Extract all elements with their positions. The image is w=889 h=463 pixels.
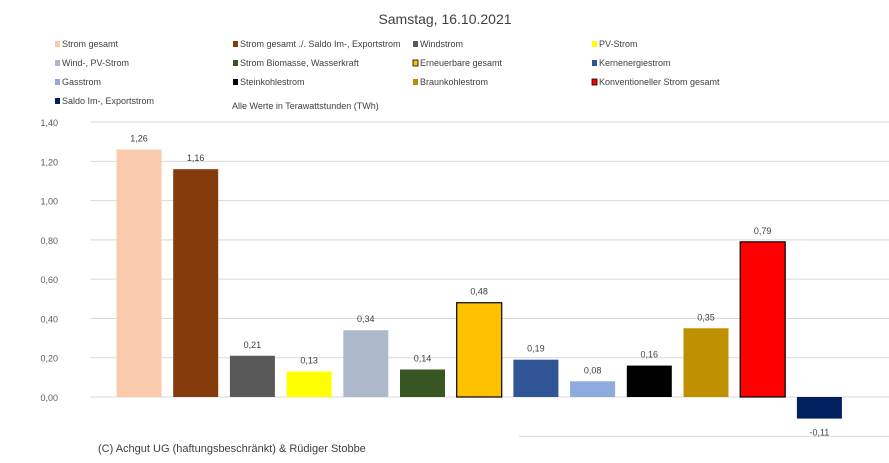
y-tick-label: 1,00: [40, 197, 58, 207]
legend-swatch: [55, 60, 60, 66]
legend-entry: Windstrom: [420, 39, 463, 49]
legend: Strom gesamt Strom gesamt ./. Saldo Im-, …: [55, 39, 720, 106]
legend-swatch: [55, 79, 60, 85]
bar: [513, 359, 559, 397]
bar: [116, 149, 162, 397]
legend-entry: Strom Biomasse, Wasserkraft: [240, 58, 359, 68]
y-tick-label: 0,40: [40, 314, 58, 324]
data-label: 0,14: [414, 354, 432, 364]
bar: [343, 330, 389, 397]
legend-entry: Strom gesamt: [62, 39, 119, 49]
chart-subtitle: Alle Werte in Terawattstunden (TWh): [232, 101, 379, 111]
legend-swatch: [592, 41, 597, 47]
data-label: 0,16: [641, 350, 659, 360]
bar: [400, 369, 445, 397]
bar: [739, 241, 786, 398]
bar: [456, 302, 503, 398]
legend-entry: Wind-, PV-Strom: [62, 58, 129, 68]
legend-swatch: [412, 59, 419, 67]
data-label: 0,13: [300, 355, 318, 365]
y-tick-label: 1,40: [40, 118, 58, 128]
legend-swatch: [413, 79, 418, 85]
legend-entry: Saldo Im-, Exportstrom: [62, 96, 154, 106]
legend-entry: Konventioneller Strom gesamt: [599, 77, 720, 87]
data-label: 0,21: [244, 340, 262, 350]
footer-credit: (C) Achgut UG (haftungsbeschränkt) & Rüd…: [98, 443, 366, 455]
y-tick-label: 1,20: [40, 157, 58, 167]
legend-entry: Strom gesamt ./. Saldo Im-, Exportstrom: [240, 39, 401, 49]
legend-swatch: [233, 60, 238, 66]
data-label: 0,35: [697, 312, 715, 322]
legend-swatch: [55, 98, 60, 104]
legend-swatch: [592, 60, 597, 66]
legend-entry: Braunkohlestrom: [420, 77, 488, 87]
data-label: 1,16: [187, 153, 205, 163]
legend-swatch: [591, 78, 598, 86]
legend-entry: Steinkohlestrom: [240, 77, 305, 87]
bar: [626, 365, 672, 397]
data-label: 0,34: [357, 314, 375, 324]
legend-swatch: [413, 41, 418, 47]
bar: [796, 397, 842, 419]
legend-swatch: [233, 41, 238, 47]
legend-swatch: [55, 41, 60, 47]
bar: [229, 355, 275, 397]
legend-entry: PV-Strom: [599, 39, 638, 49]
bar: [286, 371, 332, 397]
y-tick-label: 0,60: [40, 275, 58, 285]
data-label: 1,26: [130, 134, 148, 144]
chart-title: Samstag, 16.10.2021: [378, 11, 511, 27]
y-tick-label: 0,80: [40, 236, 58, 246]
bar: [173, 169, 219, 397]
data-label: -0,11: [809, 428, 829, 438]
legend-entry: Erneuerbare gesamt: [420, 58, 503, 68]
data-label: 0,48: [470, 287, 488, 297]
y-tick-label: 0,20: [40, 354, 58, 364]
legend-swatch: [233, 79, 238, 85]
data-label: 0,19: [527, 344, 545, 354]
bar: [570, 381, 616, 397]
bar: [683, 328, 729, 397]
data-label: 0,08: [584, 365, 602, 375]
data-label: 0,79: [754, 226, 772, 236]
y-tick-label: 0,00: [40, 393, 58, 403]
legend-entry: Gasstrom: [62, 77, 101, 87]
legend-entry: Kernenergiestrom: [599, 58, 671, 68]
